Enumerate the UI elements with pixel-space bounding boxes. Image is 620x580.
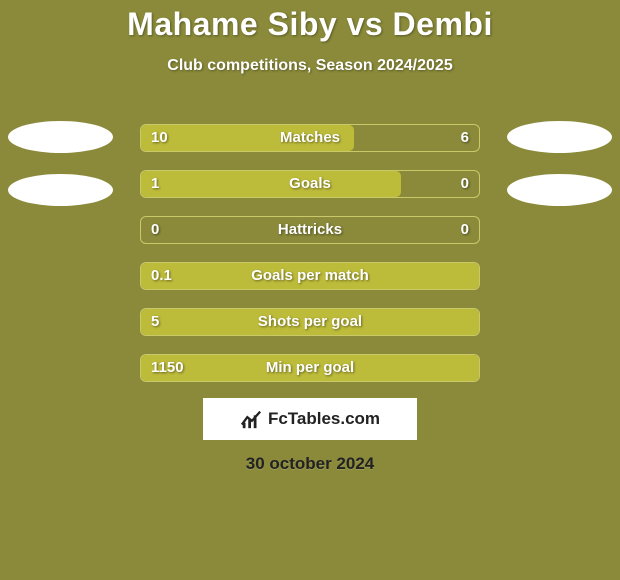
comparison-card: Mahame Siby vs Dembi Club competitions, … xyxy=(0,0,620,580)
source-logo: FcTables.com xyxy=(203,398,417,440)
stat-right-value: 6 xyxy=(461,129,469,146)
logo-text: FcTables.com xyxy=(268,409,380,429)
chart-icon xyxy=(240,408,262,430)
stat-label: Shots per goal xyxy=(141,313,479,330)
stat-row: 1150 Min per goal xyxy=(140,354,480,382)
player-right-avatar-2 xyxy=(507,174,612,206)
stat-row: 1 Goals 0 xyxy=(140,170,480,198)
stat-label: Hattricks xyxy=(141,221,479,238)
date-label: 30 october 2024 xyxy=(0,454,620,474)
stat-row: 0.1 Goals per match xyxy=(140,262,480,290)
stat-label: Matches xyxy=(141,129,479,146)
stat-label: Goals per match xyxy=(141,267,479,284)
player-left-avatar-2 xyxy=(8,174,113,206)
stat-label: Min per goal xyxy=(141,359,479,376)
page-title: Mahame Siby vs Dembi xyxy=(0,0,620,43)
stat-row: 10 Matches 6 xyxy=(140,124,480,152)
player-right-avatar xyxy=(507,121,612,153)
stat-row: 5 Shots per goal xyxy=(140,308,480,336)
stat-row: 0 Hattricks 0 xyxy=(140,216,480,244)
stat-right-value: 0 xyxy=(461,221,469,238)
player-left-avatar xyxy=(8,121,113,153)
stat-label: Goals xyxy=(141,175,479,192)
stats-bars: 10 Matches 6 1 Goals 0 0 Hattricks 0 0.1… xyxy=(140,124,480,400)
stat-right-value: 0 xyxy=(461,175,469,192)
page-subtitle: Club competitions, Season 2024/2025 xyxy=(0,57,620,75)
